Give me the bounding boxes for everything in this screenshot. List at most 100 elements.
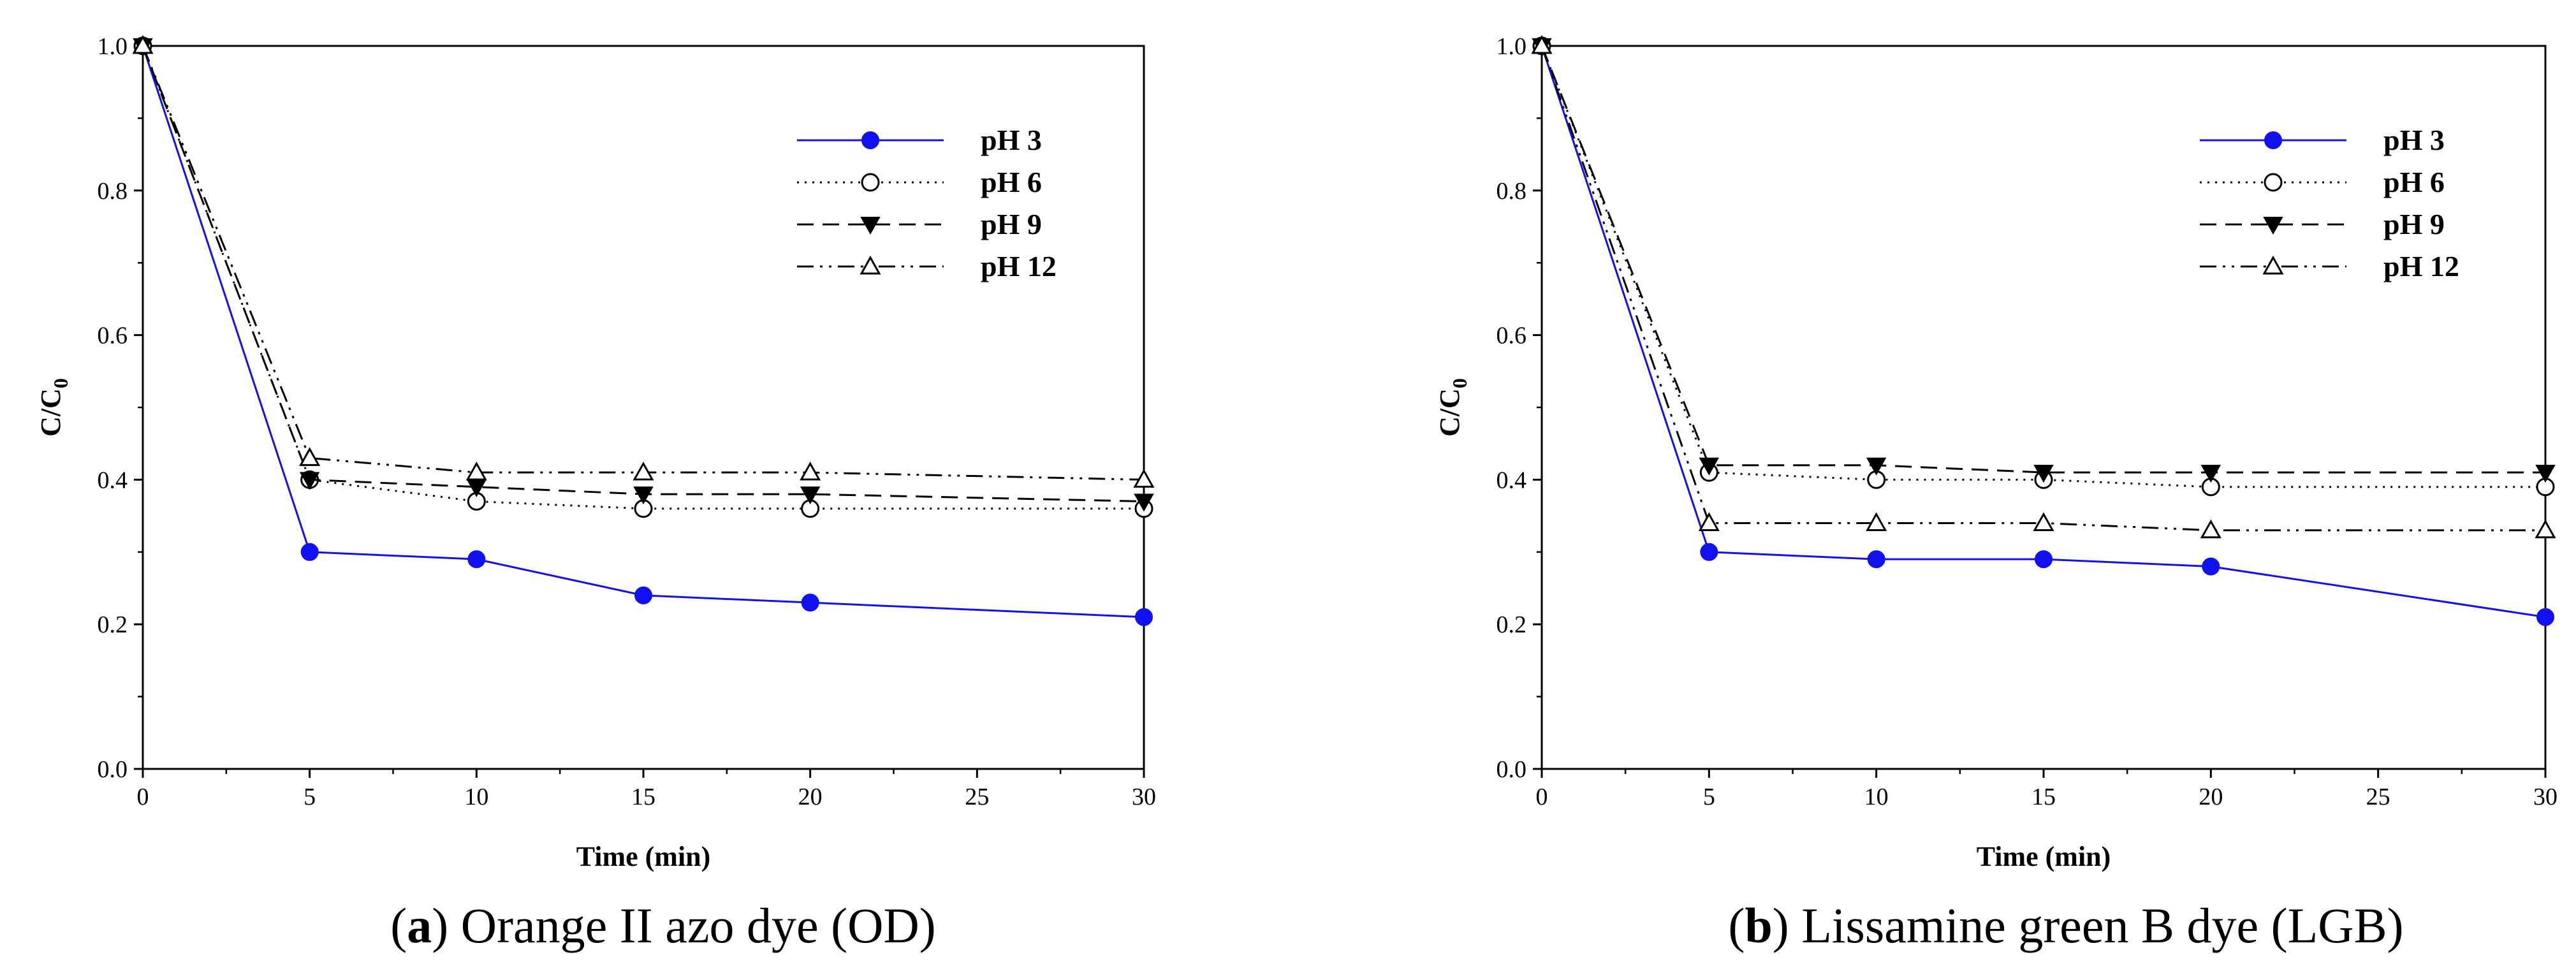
y-tick-label: 0.8 xyxy=(1497,178,1527,205)
y-axis-label: C/C0 xyxy=(35,378,72,437)
legend-label: pH 6 xyxy=(2383,166,2445,198)
figure-caption: (a) Orange II azo dye (OD) xyxy=(390,898,935,953)
data-point xyxy=(1700,543,1718,561)
series-line xyxy=(1540,45,2545,474)
legend-marker xyxy=(2264,131,2282,149)
data-point xyxy=(1699,457,1720,476)
x-tick-label: 30 xyxy=(2533,784,2558,810)
data-point xyxy=(2536,608,2554,626)
x-tick-label: 20 xyxy=(798,784,823,810)
y-tick-label: 0.8 xyxy=(98,178,128,205)
y-axis-label-subscript: 0 xyxy=(1448,378,1471,388)
data-point xyxy=(2033,465,2054,483)
chart-panel-a: 0 5 10 15 20 25 30 0.0 0.2 0.4 0.6 0.8 1.0 Time (min)… xyxy=(35,33,1156,953)
data-point xyxy=(2200,519,2221,539)
legend-label: pH 12 xyxy=(2383,250,2459,282)
series-ph-12 xyxy=(132,34,1155,488)
legend-label: pH 3 xyxy=(2383,124,2445,156)
data-point xyxy=(800,461,821,481)
series-line xyxy=(1540,45,2546,618)
y-tick-label: 0.2 xyxy=(98,611,128,638)
legend-marker xyxy=(861,131,879,149)
y-tick-label: 0.0 xyxy=(1497,756,1527,783)
data-point xyxy=(633,461,654,481)
x-tick-label: 15 xyxy=(631,784,655,810)
x-tick-label: 0 xyxy=(1536,784,1548,810)
x-axis-label: Time (min) xyxy=(576,841,711,872)
x-tick-label: 25 xyxy=(2366,784,2390,810)
x-tick-label: 10 xyxy=(1864,784,1889,810)
y-tick-label: 0.6 xyxy=(98,323,128,349)
data-point xyxy=(1867,550,1885,569)
x-tick-label: 30 xyxy=(1132,784,1156,810)
legend-marker xyxy=(860,217,881,235)
x-tick-label: 0 xyxy=(137,784,149,810)
series-ph-12 xyxy=(1531,34,2556,539)
data-point xyxy=(299,472,320,490)
x-tick-label: 20 xyxy=(2199,784,2223,810)
data-point xyxy=(1133,469,1155,488)
series-ph-9 xyxy=(1532,38,2556,483)
data-point xyxy=(2035,550,2053,569)
x-tick-label: 5 xyxy=(304,784,316,810)
data-point xyxy=(1698,512,1720,531)
y-tick-label: 0.4 xyxy=(1497,467,1527,493)
legend: pH 3 pH 6 pH 9 pH 12 xyxy=(2200,124,2459,282)
series-ph-9 xyxy=(133,38,1154,512)
y-axis-label: C/C0 xyxy=(1434,378,1471,437)
data-point xyxy=(1866,457,1887,476)
data-point xyxy=(1135,608,1153,626)
data-point xyxy=(132,34,154,54)
caption-text: ) Orange II azo dye (OD) xyxy=(432,898,935,953)
data-point xyxy=(299,447,321,466)
y-axis-label-main: C/C xyxy=(35,388,66,437)
data-point xyxy=(300,543,319,561)
data-point xyxy=(2535,519,2556,539)
caption-letter: a xyxy=(407,898,432,953)
legend-label: pH 12 xyxy=(981,250,1057,282)
data-point xyxy=(1531,34,1553,54)
data-point xyxy=(801,594,819,612)
figure-caption: (b) Lissamine green B dye (LGB) xyxy=(1728,898,2403,953)
legend-label: pH 6 xyxy=(981,166,1042,198)
legend-label: pH 9 xyxy=(2383,208,2445,240)
x-tick-label: 5 xyxy=(1703,784,1715,810)
legend-marker xyxy=(2264,173,2283,192)
x-tick-label: 10 xyxy=(464,784,488,810)
data-point xyxy=(465,461,487,481)
x-tick-label: 15 xyxy=(2031,784,2056,810)
legend-label: pH 9 xyxy=(981,208,1042,240)
y-tick-label: 0.4 xyxy=(98,467,128,493)
legend: pH 3 pH 6 pH 9 pH 12 xyxy=(797,124,1057,282)
legend-marker xyxy=(861,173,880,192)
data-point xyxy=(2033,512,2054,531)
x-tick-label: 25 xyxy=(965,784,989,810)
caption-open-paren: ( xyxy=(390,898,407,953)
y-tick-label: 1.0 xyxy=(98,33,128,60)
series-line xyxy=(142,45,1145,481)
series-ph-3 xyxy=(134,37,1153,626)
caption-letter: b xyxy=(1745,898,1772,953)
chart-panel-b: 0 5 10 15 20 25 30 0.0 0.2 0.4 0.6 0.8 1.0 Time (min)… xyxy=(1434,33,2558,953)
y-axis-label-subscript: 0 xyxy=(49,378,72,388)
data-point xyxy=(467,550,486,569)
x-axis-label: Time (min) xyxy=(1977,841,2111,872)
data-point xyxy=(1866,512,1887,531)
data-point xyxy=(2202,557,2220,576)
y-tick-label: 0.6 xyxy=(1497,323,1527,349)
caption-open-paren: ( xyxy=(1728,898,1745,953)
data-point xyxy=(800,486,821,505)
data-point xyxy=(633,486,654,505)
series-line xyxy=(142,45,1145,502)
legend-label: pH 3 xyxy=(981,124,1042,156)
legend-marker xyxy=(2262,255,2284,275)
data-point xyxy=(2200,465,2221,483)
data-point xyxy=(634,586,652,604)
y-axis-label-main: C/C xyxy=(1434,388,1465,437)
data-point xyxy=(1134,493,1154,512)
legend-marker xyxy=(2263,217,2283,235)
y-tick-label: 0.2 xyxy=(1497,611,1527,638)
series-line xyxy=(142,45,1145,618)
y-tick-label: 1.0 xyxy=(1497,33,1527,60)
